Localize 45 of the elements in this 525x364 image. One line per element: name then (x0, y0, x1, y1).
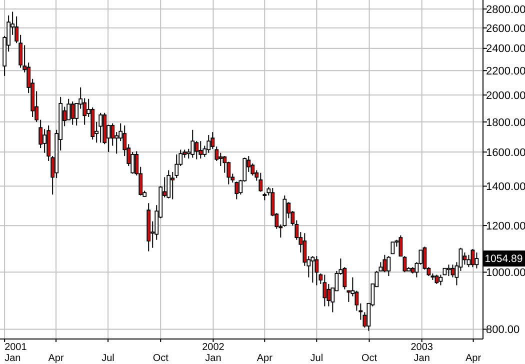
candlestick (258, 172, 263, 192)
y-tick-label: 1600.00 (486, 146, 525, 159)
candlestick (434, 274, 439, 284)
candlestick (42, 128, 47, 154)
candlestick (70, 100, 75, 126)
y-tick-label: 1000.00 (486, 267, 525, 280)
y-tick-label: 800.00 (486, 324, 520, 336)
candlestick (218, 152, 223, 166)
candlestick (386, 256, 391, 277)
x-tick-label: Oct (152, 353, 169, 364)
x-tick-label: Apr (256, 353, 274, 364)
candlestick (166, 170, 171, 199)
y-tick-label: 2000.00 (486, 90, 525, 102)
candlestick (194, 140, 199, 160)
x-tick-label: Apr (466, 353, 482, 364)
y-tick-label: 2200.00 (486, 65, 525, 78)
candlestick (322, 274, 327, 307)
candlestick (198, 140, 203, 160)
x-tick-label: Apr (48, 353, 64, 364)
y-tick-label: 1400.00 (486, 181, 525, 194)
candlestick (190, 129, 195, 158)
candlestick (98, 112, 103, 144)
y-tick-label: 2800.00 (486, 4, 525, 16)
candlestick (470, 248, 475, 268)
x-tick-label: Jul (102, 353, 114, 364)
x-tick-label: Jul (310, 353, 324, 364)
candlestick (390, 242, 395, 254)
candlestick (382, 254, 387, 273)
candlestick (310, 256, 315, 284)
candlestick (462, 252, 467, 266)
candlestick (474, 252, 479, 269)
x-tick-label: 2003 Jan (410, 342, 434, 364)
candlestick (346, 290, 351, 302)
candlestick (446, 264, 451, 277)
x-tick-label: 2001 Jan (4, 342, 28, 364)
y-tick-label: 1200.00 (486, 220, 525, 232)
candlestick (314, 256, 319, 286)
y-tick-label: 1800.00 (486, 116, 525, 129)
candlestick (222, 156, 227, 174)
annotation: 1054.89 (484, 253, 523, 266)
candlestick (206, 134, 211, 154)
y-tick-label: 2400.00 (486, 43, 525, 56)
x-tick-label: 2002 Jan (202, 342, 225, 364)
y-tick-label: 2600.00 (486, 22, 525, 35)
x-tick-label: Oct (361, 353, 378, 364)
